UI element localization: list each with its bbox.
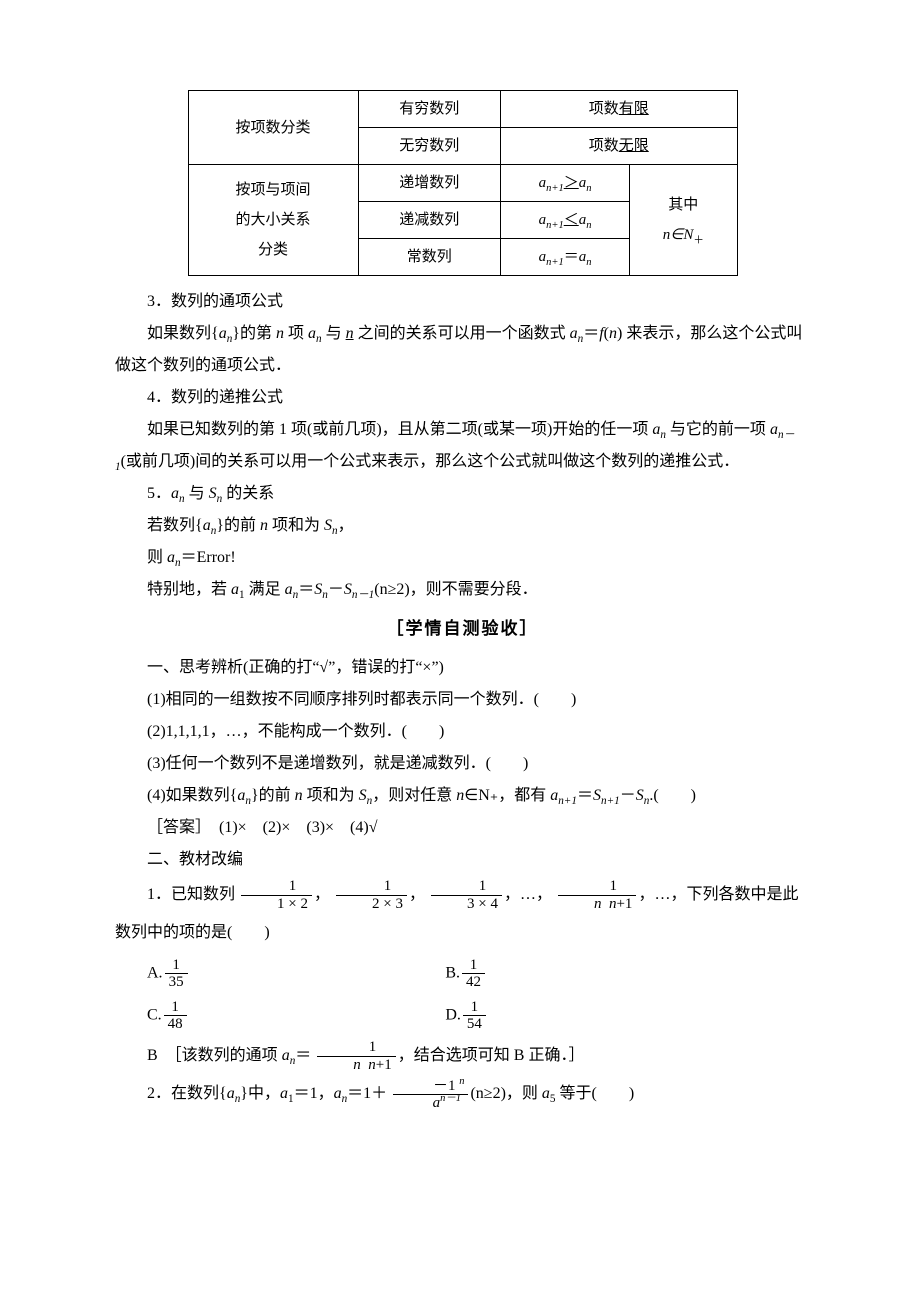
test-h1: 一、思考辨析(正确的打“√”，错误的打“×”) [115,652,810,684]
cell-finite: 有穷数列 [358,91,500,128]
p1-optA: A.135 [147,957,445,991]
s5-l1: 若数列{an}的前 n 项和为 Sn， [115,510,810,542]
cell-infinite: 无穷数列 [358,128,500,165]
cell-const: 常数列 [358,239,500,276]
test-q1: (1)相同的一组数按不同顺序排列时都表示同一个数列．( ) [115,684,810,716]
cell-dec: 递减数列 [358,202,500,239]
s5-title: 5．an 与 Sn 的关系 [115,478,810,510]
cell-cat1: 按项数分类 [188,91,358,165]
cell-inc: 递增数列 [358,165,500,202]
p1-stem: 1．已知数列 11 × 2， 12 × 3， 13 × 4，…， 1n n+1，… [115,876,810,953]
classification-table: 按项数分类 有穷数列 项数有限 无穷数列 项数无限 按项与项间 的大小关系 分类… [188,90,738,276]
test-h2: 二、教材改编 [115,844,810,876]
test-q3: (3)任何一个数列不是递增数列，就是递减数列．( ) [115,748,810,780]
cell-finite-desc: 项数有限 [500,91,737,128]
test-q4: (4)如果数列{an}的前 n 项和为 Sn，则对任意 n∈N₊，都有 an+1… [115,780,810,812]
test-q2: (2)1,1,1,1，…，不能构成一个数列．( ) [115,716,810,748]
p1-expl: B ［该数列的通项 an＝ 1n n+1，结合选项可知 B 正确．］ [115,1037,810,1075]
s3-title: 3．数列的通项公式 [115,286,810,318]
p1-options: A.135 B.142 C.148 D.154 [147,953,810,1037]
p1-optB: B.142 [445,957,743,991]
cell-const-cond: an+1＝an [500,239,629,276]
s5-l2: 则 an＝Error! [115,542,810,574]
s4-title: 4．数列的递推公式 [115,382,810,414]
cell-infinite-desc: 项数无限 [500,128,737,165]
s4-body: 如果已知数列的第 1 项(或前几项)，且从第二项(或某一项)开始的任一项 an … [115,414,810,478]
cell-note: 其中 n∈N＋ [630,165,737,276]
p1-optC: C.148 [147,999,445,1033]
p1-optD: D.154 [445,999,743,1033]
s5-l3: 特别地，若 a1 满足 an＝Sn－Sn－1(n≥2)，则不需要分段． [115,574,810,606]
cell-inc-cond: an+1＞an [500,165,629,202]
cell-cat2: 按项与项间 的大小关系 分类 [188,165,358,276]
s3-body: 如果数列{an}的第 n 项 an 与 n 之间的关系可以用一个函数式 an＝f… [115,318,810,382]
test-ans: ［答案］ (1)× (2)× (3)× (4)√ [115,812,810,844]
cell-dec-cond: an+1＜an [500,202,629,239]
test-title: ［学情自测验收］ [115,612,810,646]
p2-stem: 2．在数列{an}中，a1＝1，an＝1＋ －1 nan－1(n≥2)，则 a5… [115,1075,810,1113]
